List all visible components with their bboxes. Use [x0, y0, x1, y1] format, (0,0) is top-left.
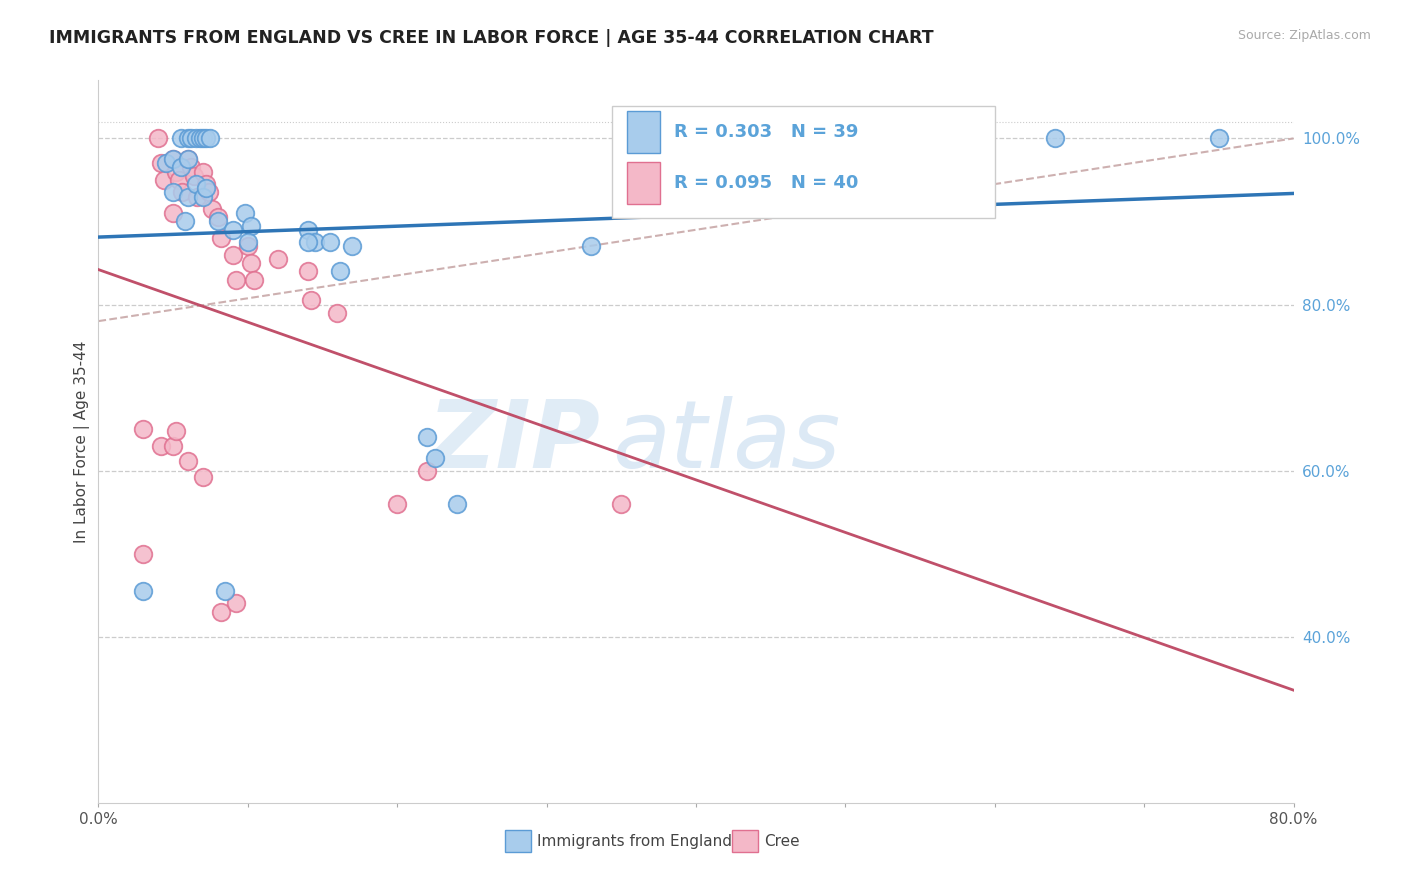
Point: [162, 152, 184, 166]
Point: [200, 131, 222, 145]
Point: [148, 131, 170, 145]
Point: [243, 272, 266, 286]
Point: [299, 293, 322, 308]
Point: [214, 584, 236, 599]
Point: [174, 214, 197, 228]
FancyBboxPatch shape: [505, 830, 531, 852]
Point: [329, 264, 352, 278]
Point: [209, 605, 232, 619]
Point: [319, 235, 342, 250]
Point: [297, 264, 319, 278]
Point: [191, 470, 214, 484]
Point: [207, 214, 229, 228]
Point: [162, 206, 184, 220]
FancyBboxPatch shape: [627, 111, 661, 153]
Text: atlas: atlas: [613, 396, 841, 487]
Point: [186, 189, 208, 203]
Text: ZIP: ZIP: [427, 395, 600, 488]
Point: [177, 189, 200, 203]
Point: [239, 256, 262, 270]
Point: [150, 156, 173, 170]
Point: [610, 497, 633, 511]
Point: [267, 252, 290, 266]
FancyBboxPatch shape: [627, 162, 661, 204]
Point: [169, 161, 191, 175]
Point: [342, 239, 364, 253]
Point: [184, 177, 207, 191]
Point: [162, 186, 184, 200]
Point: [191, 189, 214, 203]
Point: [172, 186, 194, 200]
Point: [849, 131, 872, 145]
Text: IMMIGRANTS FROM ENGLAND VS CREE IN LABOR FORCE | AGE 35-44 CORRELATION CHART: IMMIGRANTS FROM ENGLAND VS CREE IN LABOR…: [49, 29, 934, 47]
Point: [581, 239, 603, 253]
Point: [167, 173, 190, 187]
Point: [209, 231, 232, 245]
Y-axis label: In Labor Force | Age 35-44: In Labor Force | Age 35-44: [73, 341, 90, 542]
Point: [201, 202, 224, 216]
Point: [416, 464, 439, 478]
Point: [1043, 131, 1066, 145]
Text: Source: ZipAtlas.com: Source: ZipAtlas.com: [1237, 29, 1371, 43]
Text: Immigrants from England: Immigrants from England: [537, 834, 733, 848]
Point: [239, 219, 262, 233]
Point: [184, 131, 207, 145]
Point: [153, 173, 176, 187]
Point: [132, 584, 155, 599]
Point: [177, 453, 200, 467]
Point: [304, 235, 326, 250]
Point: [195, 177, 218, 191]
Point: [191, 131, 214, 145]
Point: [225, 272, 247, 286]
Point: [177, 152, 200, 166]
Text: Cree: Cree: [763, 834, 800, 848]
FancyBboxPatch shape: [733, 830, 758, 852]
Point: [177, 152, 200, 166]
Point: [169, 131, 191, 145]
Text: R = 0.095   N = 40: R = 0.095 N = 40: [675, 174, 859, 192]
FancyBboxPatch shape: [613, 105, 995, 218]
Point: [225, 597, 247, 611]
Point: [150, 439, 173, 453]
Point: [132, 422, 155, 436]
Point: [446, 497, 468, 511]
Point: [222, 223, 245, 237]
Point: [236, 239, 259, 253]
Point: [162, 152, 184, 166]
Point: [195, 131, 218, 145]
Point: [191, 164, 214, 178]
Point: [183, 169, 205, 183]
Point: [165, 424, 187, 438]
Point: [423, 451, 446, 466]
Point: [207, 211, 229, 225]
Point: [177, 131, 200, 145]
Point: [180, 161, 202, 175]
Point: [165, 164, 187, 178]
Point: [132, 879, 155, 892]
Point: [297, 223, 319, 237]
Text: R = 0.303   N = 39: R = 0.303 N = 39: [675, 123, 859, 141]
Point: [416, 430, 439, 444]
Point: [678, 131, 700, 145]
Point: [198, 186, 221, 200]
Point: [236, 235, 259, 250]
Point: [195, 181, 218, 195]
Point: [155, 156, 177, 170]
Point: [326, 306, 349, 320]
Point: [180, 131, 202, 145]
Point: [188, 131, 211, 145]
Point: [132, 547, 155, 561]
Point: [222, 248, 245, 262]
Point: [1208, 131, 1230, 145]
Point: [162, 439, 184, 453]
Point: [297, 235, 319, 250]
Point: [233, 206, 256, 220]
Point: [385, 497, 409, 511]
